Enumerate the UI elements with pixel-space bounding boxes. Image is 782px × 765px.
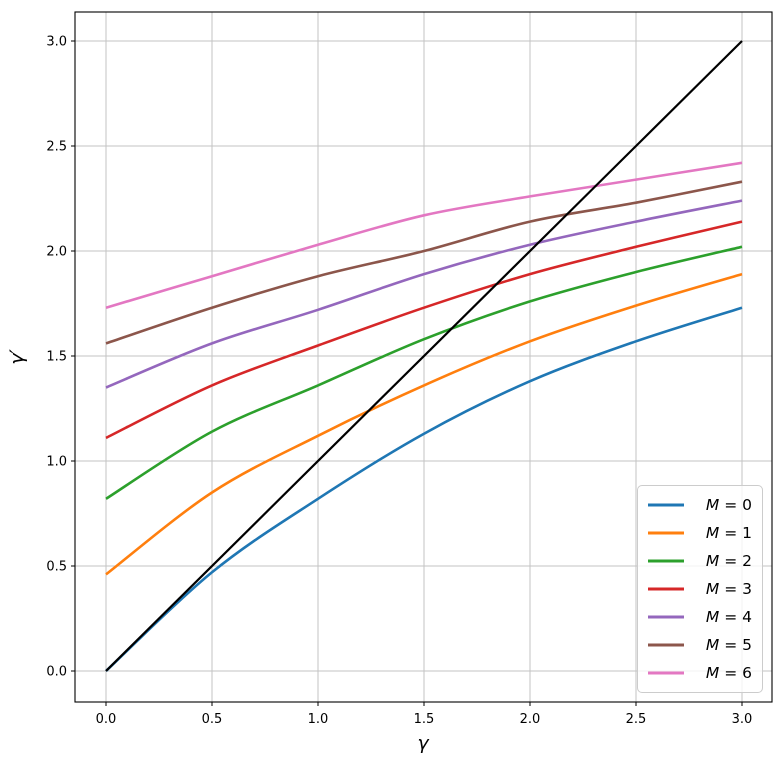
y-tick-label: 2.0 <box>46 245 67 260</box>
curve-m=4 <box>105 199 743 389</box>
curve-m=6 <box>105 161 743 309</box>
legend-line-swatch <box>648 587 684 591</box>
legend-label: M = 4 <box>705 608 752 626</box>
y-tick-label: 0.5 <box>46 560 67 575</box>
x-tick-label: 0.5 <box>202 712 223 727</box>
legend-line-swatch <box>648 615 684 619</box>
x-tick-label: 2.0 <box>520 712 541 727</box>
grid-layer <box>75 12 772 702</box>
x-tick-label: 2.5 <box>626 712 647 727</box>
y-tick-label: 1.5 <box>46 350 67 365</box>
x-tick-label: 1.0 <box>308 712 329 727</box>
axes-layer: 0.0 0.5 1.0 1.5 2.0 2.5 3.0 0.0 0.5 1.0 1.5 2.0 2.5 3… <box>46 11 773 727</box>
curve-m=1 <box>105 272 743 576</box>
y-tick-label: 0.0 <box>46 665 67 680</box>
y-axis-label: γ′ <box>6 349 28 365</box>
legend-line-swatch <box>648 671 684 675</box>
legend-label: M = 6 <box>705 664 752 682</box>
y-tick-label: 3.0 <box>46 35 67 50</box>
legend-item: M = 4 <box>647 608 752 626</box>
legend-item: M = 6 <box>647 664 752 682</box>
x-axis-label: γ <box>417 732 430 754</box>
legend-item: M = 1 <box>647 524 752 542</box>
legend-line-swatch <box>648 559 684 563</box>
x-tick-label: 1.5 <box>414 712 435 727</box>
legend-label: M = 5 <box>705 636 752 654</box>
legend-line-swatch <box>648 643 684 647</box>
curves-layer <box>105 40 743 672</box>
legend-item: M = 2 <box>647 552 752 570</box>
legend-item: M = 3 <box>647 580 752 598</box>
legend-label: M = 1 <box>705 524 752 542</box>
y-tick-label: 1.0 <box>46 455 67 470</box>
curve-identity <box>105 40 743 672</box>
legend-item: M = 5 <box>647 636 752 654</box>
curve-m=3 <box>105 220 743 440</box>
x-tick-label: 3.0 <box>732 712 753 727</box>
legend-line-swatch <box>648 503 684 507</box>
y-tick-label: 2.5 <box>46 140 67 155</box>
curve-m=5 <box>105 180 743 345</box>
curve-m=0 <box>105 306 743 672</box>
legend: M = 0 M = 1 M = 2 M = 3 M = 4 M = 5 M = 6 <box>637 485 763 693</box>
legend-label: M = 0 <box>705 496 752 514</box>
legend-line-swatch <box>648 531 684 535</box>
legend-label: M = 2 <box>705 552 752 570</box>
legend-label: M = 3 <box>705 580 752 598</box>
x-tick-label: 0.0 <box>96 712 117 727</box>
legend-item: M = 0 <box>647 496 752 514</box>
curve-m=2 <box>105 245 743 500</box>
